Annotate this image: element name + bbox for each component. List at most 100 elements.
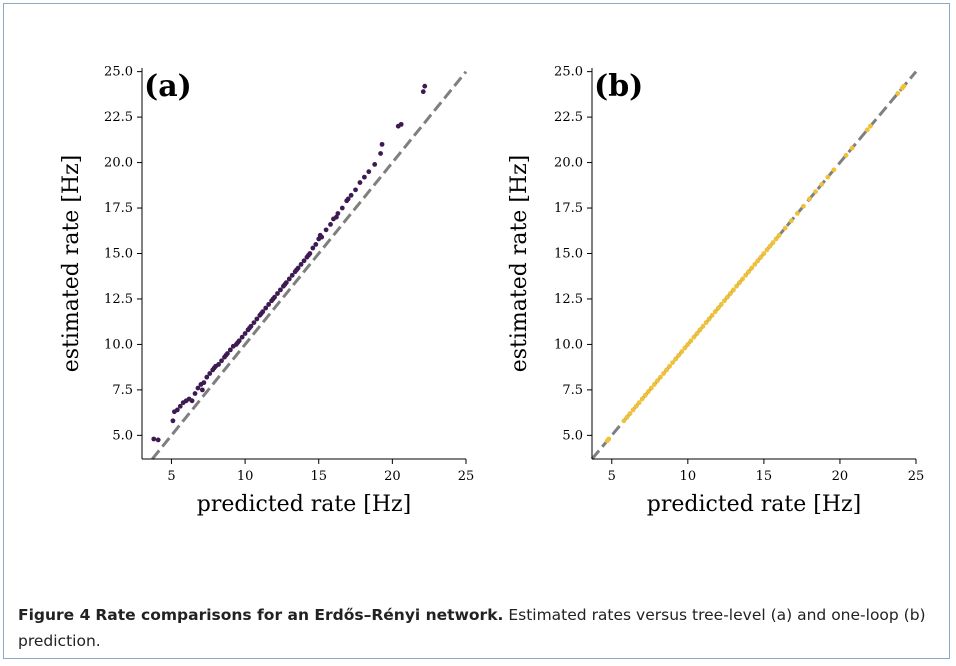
data-point [740, 276, 745, 282]
data-point [372, 161, 378, 167]
data-point [282, 282, 288, 287]
y-tick-label: 17.5 [554, 201, 583, 216]
y-tick-label: 22.5 [104, 110, 133, 125]
data-point [673, 356, 679, 362]
data-point [734, 283, 739, 289]
data-point [743, 272, 749, 278]
data-point [195, 385, 201, 391]
caption-text: Estimated rates versus tree-level (a) an… [18, 606, 926, 650]
y-tick-label: 17.5 [104, 201, 133, 216]
data-point [361, 174, 367, 180]
data-point [606, 436, 612, 442]
data-point [235, 340, 241, 346]
data-point [679, 349, 685, 355]
data-point [767, 243, 773, 249]
data-point [658, 374, 663, 380]
data-point [379, 141, 385, 147]
data-point [227, 347, 233, 353]
data-point [758, 254, 764, 260]
data-point [864, 127, 870, 133]
data-point [174, 407, 180, 413]
data-point [366, 169, 372, 175]
data-point [199, 387, 205, 393]
data-point [192, 391, 198, 396]
data-point [301, 258, 307, 264]
data-point [242, 331, 248, 336]
data-point [177, 403, 183, 409]
data-point [718, 302, 724, 307]
data-point [655, 378, 660, 384]
x-tick-label: 10 [237, 469, 254, 484]
data-point [825, 174, 831, 180]
data-point [258, 311, 264, 316]
data-point [709, 312, 715, 318]
data-point [624, 414, 630, 420]
data-point [667, 363, 672, 369]
data-point [348, 192, 354, 198]
data-point [715, 305, 721, 311]
y-tick-label: 15.0 [104, 246, 133, 261]
data-point [223, 352, 229, 358]
y-tick-label: 20.0 [554, 156, 583, 171]
data-point [275, 291, 280, 296]
y-tick-label: 10.0 [104, 337, 133, 352]
figure-frame: 5.0 7.5 10.0 12.5 15.0 17.5 20.0 22.5 25.0 5 10 15 2… [3, 3, 950, 659]
data-point [670, 360, 676, 366]
data-point [901, 83, 907, 89]
data-point [306, 252, 311, 258]
data-point [420, 89, 426, 95]
y-tick-label: 15.0 [554, 246, 583, 261]
data-point [782, 225, 788, 231]
caption-title: Rate comparisons for an Erdős–Rényi netw… [95, 606, 504, 624]
data-point [151, 436, 157, 442]
data-point [685, 342, 691, 347]
scatter-chart-a: 5.0 7.5 10.0 12.5 15.0 17.5 20.0 22.5 25.0 5 10 15 2… [59, 65, 474, 517]
data-point [357, 180, 363, 185]
data-point [339, 205, 345, 211]
data-point [776, 232, 782, 238]
x-tick-label: 15 [310, 469, 327, 484]
data-point [155, 437, 161, 443]
data-point [691, 334, 697, 340]
y-axis-label: estimated rate [Hz] [59, 155, 84, 373]
y-tick-label: 22.5 [554, 110, 583, 125]
data-point [636, 400, 642, 406]
data-point [353, 187, 358, 193]
data-point [794, 211, 800, 216]
y-tick-label: 7.5 [562, 383, 583, 398]
data-point [298, 262, 304, 267]
data-point [345, 196, 351, 202]
data-point [254, 316, 260, 322]
data-point [204, 374, 210, 380]
y-tick-label: 12.5 [104, 292, 133, 307]
data-point [752, 262, 758, 267]
data-point [731, 287, 736, 293]
data-point [207, 371, 213, 376]
data-point [189, 398, 195, 404]
y-tick-label: 7.5 [112, 383, 133, 398]
data-point [266, 302, 272, 307]
x-tick-label: 5 [167, 469, 175, 484]
x-axis-label: predicted rate [Hz] [647, 492, 861, 517]
data-point [788, 218, 794, 224]
x-tick-label: 20 [832, 469, 849, 484]
data-point [697, 327, 703, 333]
data-point [688, 338, 694, 344]
data-point [313, 242, 319, 247]
data-point [263, 305, 269, 311]
data-point [328, 222, 333, 227]
data-point [289, 272, 295, 278]
panel-label: (b) [594, 69, 643, 104]
data-point [201, 380, 207, 386]
x-tick-label: 25 [908, 469, 925, 484]
data-point [211, 365, 217, 371]
data-point [813, 189, 819, 195]
data-point [251, 320, 257, 326]
data-point [712, 309, 718, 315]
data-point [630, 407, 636, 413]
data-point [721, 298, 727, 304]
data-point [737, 280, 742, 285]
y-tick-label: 12.5 [554, 292, 583, 307]
x-tick-label: 15 [756, 469, 773, 484]
data-point [310, 245, 316, 251]
